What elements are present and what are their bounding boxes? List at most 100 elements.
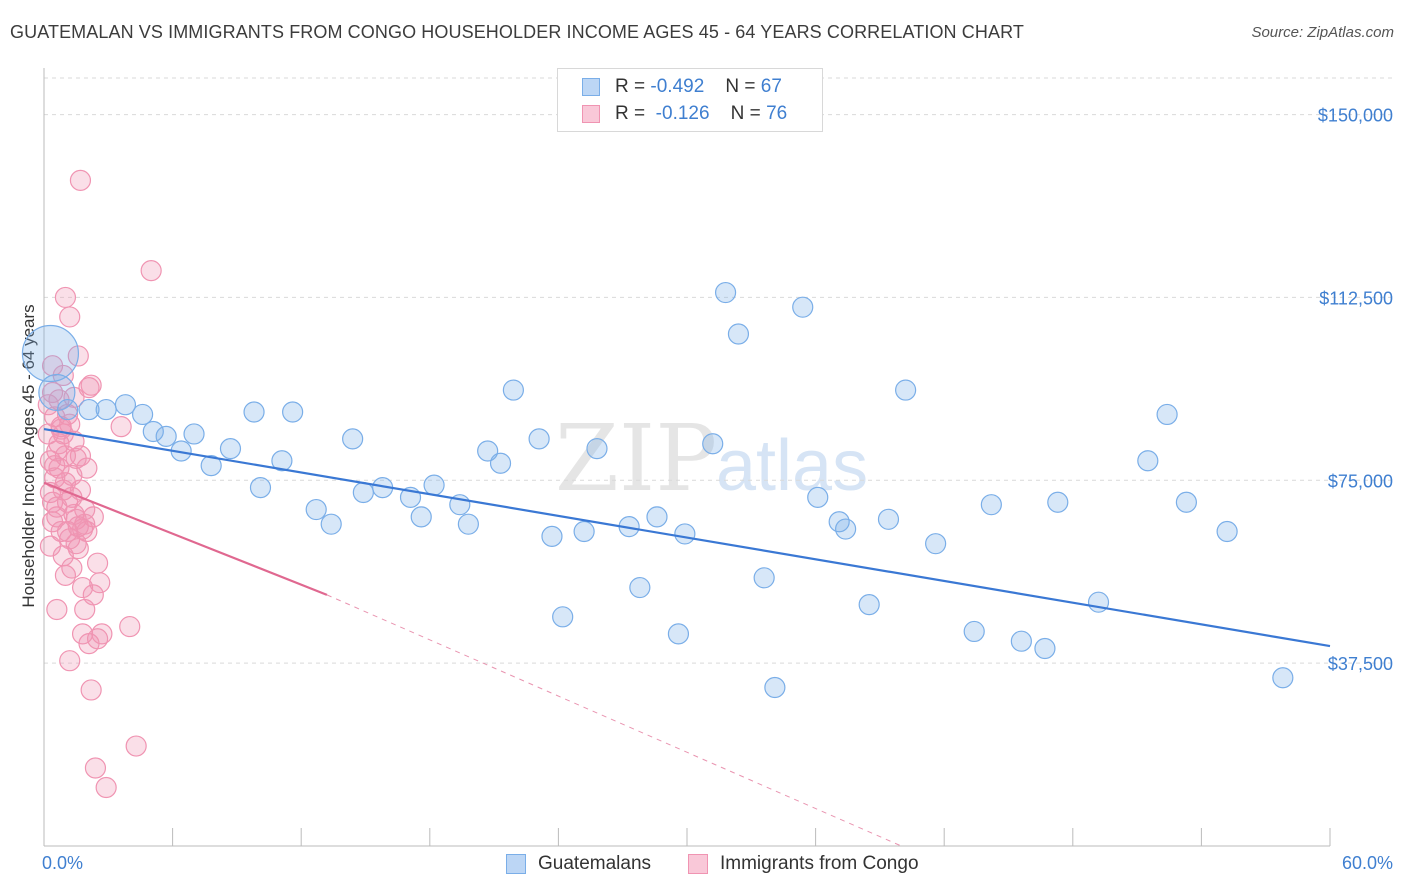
series-legend: Guatemalans Immigrants from Congo [0, 852, 1406, 878]
watermark-atlas: atlas [716, 426, 868, 506]
legend-label: Guatemalans [538, 853, 652, 874]
data-point [858, 594, 880, 616]
data-point [243, 401, 265, 423]
data-point [807, 486, 829, 508]
data-point [21, 324, 80, 383]
data-point [895, 379, 917, 401]
data-point [56, 398, 79, 421]
legend-r-value: -0.126 [655, 103, 710, 124]
data-point [59, 306, 81, 328]
data-point [78, 398, 100, 421]
data-point [119, 615, 141, 638]
data-point [764, 676, 786, 699]
data-point [320, 513, 342, 535]
data-point [963, 620, 985, 643]
watermark: ZIP atlas [555, 405, 868, 512]
y-tick-label: $37,500 [1328, 654, 1393, 674]
data-point [714, 281, 737, 304]
data-point [249, 477, 272, 499]
x-tick-label: 0.0% [42, 853, 83, 873]
data-point [54, 286, 77, 309]
data-point [586, 437, 608, 460]
data-point [131, 403, 154, 426]
data-point [46, 598, 68, 621]
data-point [792, 296, 814, 318]
data-point [1175, 491, 1197, 513]
data-point [46, 506, 68, 528]
data-point [86, 552, 109, 574]
chart-title: GUATEMALAN VS IMMIGRANTS FROM CONGO HOUS… [10, 22, 1024, 42]
data-point [114, 394, 137, 416]
legend-swatch-pink [688, 854, 708, 874]
data-point [69, 169, 92, 191]
data-point [71, 576, 94, 599]
legend-n-value: 76 [766, 103, 788, 124]
data-point [38, 373, 76, 412]
data-point [646, 506, 668, 528]
legend-n-value: 67 [760, 76, 782, 97]
data-point [82, 584, 104, 606]
data-point [457, 513, 479, 535]
data-point [702, 433, 724, 455]
y-tick-labels: $37,500 $75,000 $112,500 $150,000 [1318, 106, 1393, 675]
data-point [1216, 520, 1238, 543]
trend-lines [43, 428, 1331, 847]
data-point [54, 564, 77, 586]
x-tick-labels: 0.0% 60.0% [42, 853, 1393, 873]
data-point [183, 423, 205, 445]
data-point [80, 374, 102, 396]
data-point [1137, 450, 1159, 472]
data-point [1034, 637, 1056, 660]
data-point [1047, 491, 1069, 513]
x-tick-label: 60.0% [1342, 853, 1393, 873]
data-point [91, 623, 113, 645]
data-point [753, 567, 775, 589]
series-guatemalans [21, 281, 1294, 699]
data-point [573, 520, 595, 543]
data-point [41, 381, 64, 404]
data-point [541, 525, 563, 547]
data-point [305, 498, 327, 521]
data-point [489, 452, 512, 474]
legend-swatch-blue [506, 854, 526, 874]
data-point [925, 533, 947, 555]
data-point [110, 416, 132, 438]
data-point [1010, 630, 1032, 652]
data-point [877, 508, 900, 530]
data-point [835, 518, 857, 540]
data-point [95, 398, 117, 421]
data-point [67, 537, 89, 560]
data-point [125, 735, 147, 757]
data-point [82, 506, 104, 528]
data-point [69, 445, 92, 467]
axes [43, 68, 1331, 847]
data-point [59, 650, 81, 672]
data-point [980, 494, 1002, 516]
data-point [155, 425, 177, 447]
y-tick-label: $150,000 [1318, 106, 1393, 126]
source-note: Source: ZipAtlas.com [1251, 24, 1394, 41]
data-point [352, 481, 374, 504]
data-point [502, 379, 524, 401]
y-tick-label: $75,000 [1328, 471, 1393, 491]
correlation-legend: R = -0.492 N = 67 R = -0.126 N = 76 [557, 68, 823, 132]
data-point [423, 474, 445, 496]
data-point [1272, 667, 1294, 689]
scatter-points [21, 169, 1294, 799]
y-axis-label: Householder Income Ages 45 - 64 years [19, 304, 38, 607]
legend-n-label: N = [730, 103, 761, 124]
data-point [271, 450, 293, 472]
trend-line [43, 481, 328, 596]
y-tick-label: $112,500 [1319, 288, 1393, 308]
data-point [667, 623, 690, 645]
legend-swatch-pink [582, 105, 600, 123]
data-point [84, 757, 107, 779]
watermark-zip: ZIP [555, 405, 717, 512]
data-point [342, 428, 364, 450]
series-immigrants-from-congo [37, 169, 162, 799]
data-point [44, 455, 66, 477]
data-point [528, 428, 550, 450]
data-point [95, 776, 117, 799]
data-point [282, 401, 304, 423]
